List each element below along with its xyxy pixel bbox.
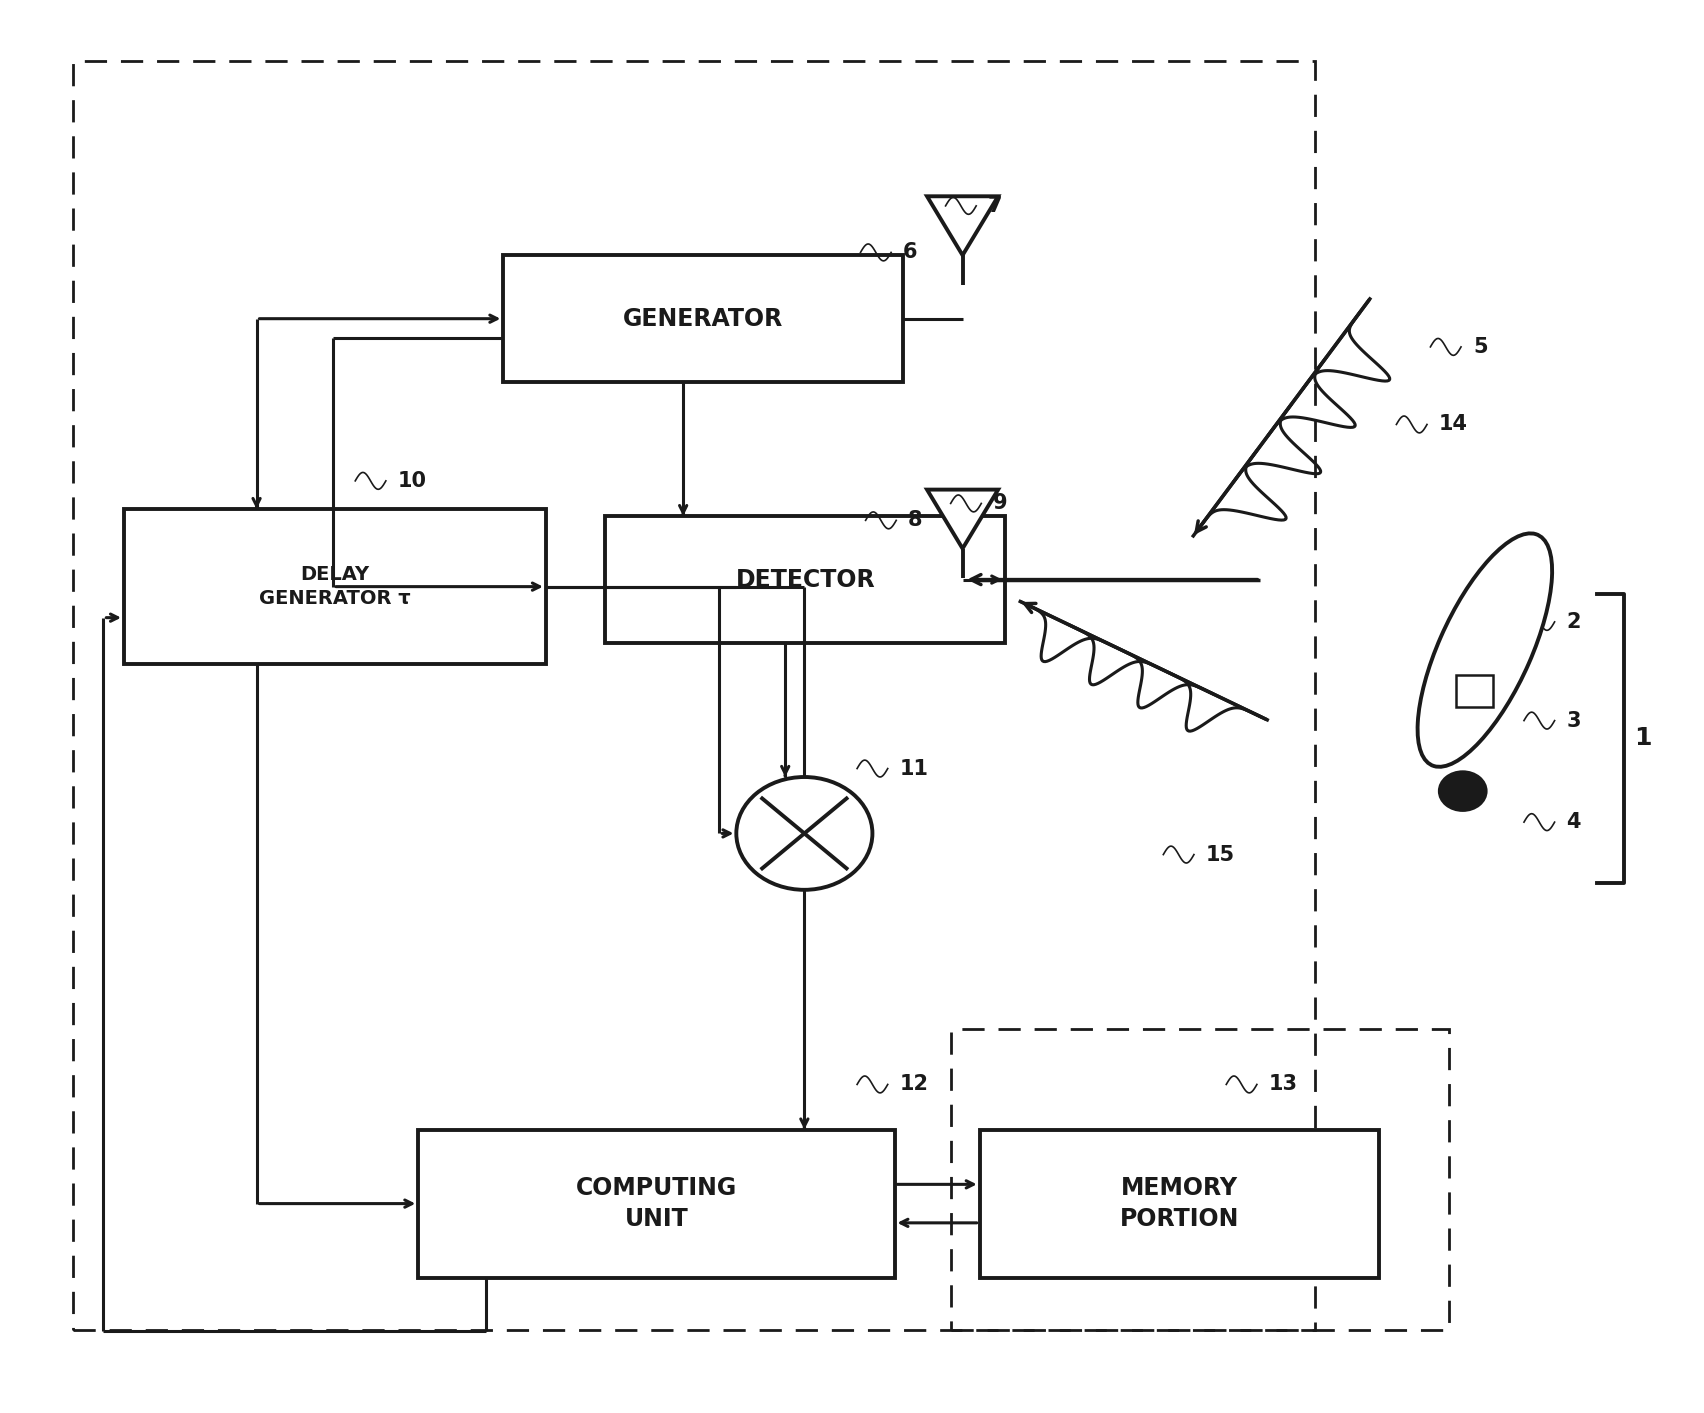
Text: 5: 5	[1472, 336, 1488, 357]
Text: 12: 12	[900, 1074, 929, 1095]
FancyBboxPatch shape	[417, 1129, 895, 1277]
Text: 3: 3	[1566, 711, 1581, 731]
Text: 15: 15	[1206, 845, 1235, 865]
Text: 10: 10	[397, 471, 426, 490]
Text: MEMORY
PORTION: MEMORY PORTION	[1120, 1176, 1239, 1231]
Polygon shape	[927, 490, 999, 548]
Text: DETECTOR: DETECTOR	[736, 568, 876, 592]
Text: 9: 9	[993, 493, 1007, 513]
Text: 7: 7	[988, 196, 1002, 216]
Text: GENERATOR: GENERATOR	[624, 307, 784, 331]
Polygon shape	[927, 196, 999, 256]
Ellipse shape	[1418, 533, 1552, 767]
FancyBboxPatch shape	[1455, 675, 1493, 706]
Text: DELAY
GENERATOR τ: DELAY GENERATOR τ	[259, 565, 411, 608]
Text: COMPUTING
UNIT: COMPUTING UNIT	[576, 1176, 738, 1231]
Circle shape	[736, 777, 872, 890]
Text: 13: 13	[1269, 1074, 1298, 1095]
FancyBboxPatch shape	[124, 509, 545, 664]
Text: 2: 2	[1566, 612, 1581, 632]
Text: 6: 6	[903, 243, 917, 263]
Circle shape	[1438, 771, 1486, 811]
FancyBboxPatch shape	[980, 1129, 1379, 1277]
Text: 14: 14	[1438, 414, 1467, 434]
Text: 1: 1	[1634, 725, 1653, 749]
FancyBboxPatch shape	[605, 516, 1005, 643]
Text: 8: 8	[908, 510, 922, 530]
FancyBboxPatch shape	[503, 256, 903, 382]
Text: 11: 11	[900, 759, 929, 779]
Text: 4: 4	[1566, 812, 1581, 832]
